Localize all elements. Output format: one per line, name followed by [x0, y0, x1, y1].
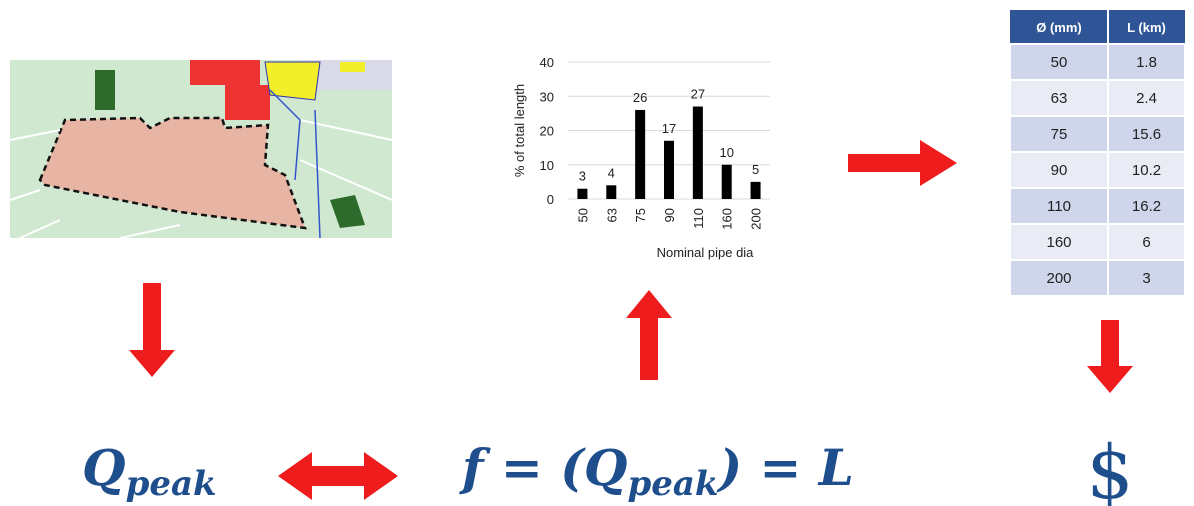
- data-label: 27: [691, 87, 705, 102]
- bar: [751, 182, 761, 199]
- data-label: 5: [752, 162, 759, 177]
- table-cell: 63: [1051, 90, 1068, 107]
- header-cell: Ø (mm): [1036, 20, 1082, 35]
- data-label: 26: [633, 90, 647, 105]
- bar: [722, 165, 732, 199]
- x-tick-label: 75: [633, 208, 648, 222]
- bar: [664, 141, 674, 199]
- table-cell: 160: [1046, 234, 1071, 251]
- table-cell: 75: [1051, 126, 1068, 143]
- y-tick-label: 30: [540, 89, 554, 104]
- x-tick-label: 160: [720, 208, 735, 230]
- y-tick-label: 20: [540, 124, 554, 139]
- table-cell: 3: [1142, 270, 1150, 287]
- x-tick-label: 200: [749, 208, 764, 230]
- area-map: [10, 60, 392, 238]
- x-tick-label: 63: [604, 208, 619, 222]
- x-axis-label: Nominal pipe dia: [657, 245, 755, 260]
- formula-length: f = (Qpeak) = L: [459, 438, 854, 504]
- bar: [577, 189, 587, 199]
- data-label: 17: [662, 121, 676, 136]
- table-cell: 10.2: [1132, 162, 1161, 179]
- table-cell: 110: [1047, 198, 1071, 215]
- bar: [635, 110, 645, 199]
- x-tick-label: 50: [575, 208, 590, 222]
- bar-chart: 0 10 20 30 40 % of total length Nominal pipe d…: [512, 55, 770, 260]
- bar: [693, 107, 703, 199]
- y-tick-label: 40: [540, 55, 554, 70]
- x-tick-label: 110: [691, 208, 706, 229]
- table-cell: 15.6: [1132, 126, 1161, 143]
- header-cell: L (km): [1127, 20, 1166, 35]
- table-row: [1010, 224, 1185, 260]
- table-cell: 16.2: [1132, 198, 1161, 215]
- table-row: [1010, 44, 1185, 80]
- table-cell: 50: [1051, 54, 1068, 71]
- table-cell: 1.8: [1136, 54, 1157, 71]
- table-row: [1010, 260, 1185, 296]
- table-cell: 90: [1051, 162, 1068, 179]
- table-row: [1010, 80, 1185, 116]
- cost-symbol: $: [1086, 430, 1133, 506]
- data-label: 4: [608, 165, 615, 180]
- y-tick-label: 0: [547, 192, 554, 207]
- table-cell: 6: [1142, 234, 1150, 251]
- y-tick-label: 10: [540, 158, 554, 173]
- table-cell: 2.4: [1136, 90, 1157, 107]
- formula-q-peak: Qpeak: [82, 438, 217, 504]
- diagram: Qpeak f = (Qpeak) = L $ 0 10 20 30 40 % of to…: [0, 0, 1194, 506]
- bar: [606, 185, 616, 199]
- y-axis-label: % of total length: [512, 84, 527, 177]
- table-cell: 200: [1046, 270, 1071, 287]
- data-label: 3: [579, 169, 586, 184]
- x-tick-label: 90: [662, 208, 677, 222]
- data-label: 10: [719, 145, 733, 160]
